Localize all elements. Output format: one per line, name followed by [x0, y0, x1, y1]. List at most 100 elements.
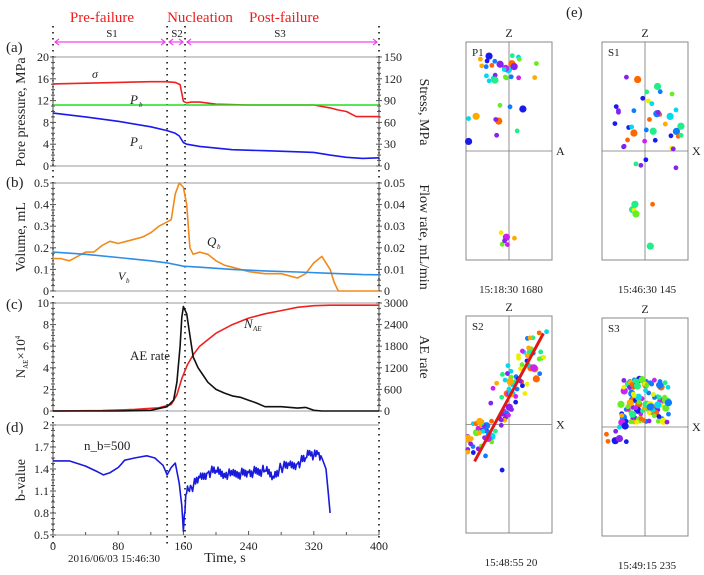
event-dot — [465, 434, 471, 440]
x-tick-label: 0 — [50, 539, 56, 553]
event-dot — [491, 76, 499, 84]
event-dot — [666, 411, 671, 417]
event-dot — [508, 368, 514, 374]
event-dot — [520, 348, 525, 354]
event-dot — [483, 64, 489, 70]
y-tick-label: 0.2 — [34, 241, 49, 255]
event-dot — [524, 381, 530, 387]
event-dot — [506, 377, 514, 386]
event-dot — [621, 422, 629, 430]
svg-text:P: P — [129, 92, 138, 107]
event-dot — [506, 386, 512, 392]
axis-label-horizontal: A — [556, 144, 565, 158]
y2-tick-label: 0.05 — [384, 176, 405, 190]
event-dot — [509, 53, 515, 59]
event-dot — [666, 112, 674, 121]
projection-panel-p1: Z A P1 15:18:30 1680 — [464, 26, 565, 296]
chart-panel-b: 0 0.1 0.2 0.3 0.4 0.5 0 0.01 0.02 0.03 0.04 0.05 — [34, 176, 405, 298]
event-dot — [604, 431, 609, 437]
event-dot — [647, 117, 652, 122]
y2-tick-label: 3000 — [384, 296, 408, 310]
panel-time-count: 15:18:30 1680 — [479, 284, 543, 296]
chart-panel-c: 0 2 4 6 8 10 0 600 1200 1800 2400 3000 — [37, 296, 408, 418]
event-dot — [673, 165, 679, 171]
event-dot — [524, 353, 530, 359]
event-dot — [634, 419, 640, 425]
event-dot — [633, 382, 641, 390]
annotation-pa: P a — [129, 134, 143, 151]
event-dot — [631, 108, 637, 114]
event-dot — [621, 378, 627, 383]
y-tick-label: 0.1 — [34, 262, 49, 276]
event-dot — [498, 422, 504, 428]
panel-label-c: (c) — [6, 297, 23, 313]
y-tick-label: 0.4 — [34, 198, 49, 212]
event-dot — [677, 122, 685, 130]
event-dot — [621, 384, 627, 390]
event-dot — [650, 201, 655, 207]
event-dot — [500, 371, 505, 377]
event-dot — [519, 383, 525, 389]
chart-panel-a: 0 4 8 12 16 20 0 30 60 90 120 150 — [37, 50, 402, 173]
event-dot — [650, 392, 656, 397]
event-dot — [470, 450, 476, 455]
event-dot — [672, 127, 681, 136]
event-dot — [662, 404, 670, 412]
event-dot — [513, 399, 519, 405]
event-dot — [532, 75, 538, 80]
series-line-v-b — [52, 251, 380, 276]
x-tick-label: 160 — [174, 539, 192, 553]
event-dot — [630, 129, 638, 137]
arrow-head-left — [168, 38, 174, 46]
y2-label-a: Stress, MPa — [416, 79, 431, 147]
event-dot — [655, 418, 661, 424]
event-dot — [632, 210, 640, 218]
event-dot — [522, 391, 528, 396]
event-dot — [657, 379, 663, 384]
svg-text:V: V — [118, 269, 127, 283]
annotation-sigma: σ — [92, 67, 99, 81]
event-dot — [534, 61, 539, 66]
event-dot — [615, 434, 624, 443]
axis-label-horizontal: X — [692, 420, 701, 434]
annotation-qb: Q b — [207, 234, 221, 251]
arrow-head-left — [54, 38, 60, 46]
event-dot — [644, 382, 650, 388]
event-dot — [656, 414, 662, 419]
y2-tick-label: 60 — [384, 115, 396, 129]
event-dot — [527, 335, 533, 341]
event-dot — [643, 388, 648, 393]
event-dot — [648, 380, 653, 386]
event-dot — [673, 107, 679, 113]
y-tick-label: 2 — [43, 382, 49, 396]
y-tick-label: 10 — [37, 296, 49, 310]
svg-text:N: N — [243, 316, 254, 331]
event-dot — [616, 108, 621, 114]
series-line-- — [52, 80, 379, 118]
y-tick-label: 20 — [37, 50, 49, 64]
event-dot — [619, 413, 625, 418]
event-dot — [465, 437, 471, 443]
event-dot — [638, 162, 644, 168]
event-dot — [512, 235, 517, 241]
x-tick-label: 80 — [112, 539, 124, 553]
panel-time-count: 15:48:55 20 — [485, 557, 538, 569]
svg-text:Q: Q — [207, 234, 217, 249]
event-dot — [657, 89, 663, 95]
panel-id-label: P1 — [472, 47, 484, 59]
event-dot — [514, 128, 520, 134]
event-dot — [678, 132, 684, 138]
event-dot — [649, 101, 655, 107]
event-dot — [486, 78, 492, 84]
event-dot — [624, 74, 629, 80]
y-label-a: Pore pressure, MPa — [14, 57, 29, 167]
event-dot — [670, 146, 676, 152]
x-origin-label: 2016/06/03 15:46:30 — [68, 553, 160, 565]
y2-label-b: Flow rate, mL/min — [416, 184, 431, 289]
event-dot — [629, 410, 637, 418]
phase-label-post-failure: Post-failure — [249, 10, 319, 26]
x-tick-label: 240 — [240, 539, 258, 553]
panel-label-b: (b) — [6, 175, 24, 191]
event-dot — [616, 424, 622, 430]
event-dot — [640, 95, 646, 101]
